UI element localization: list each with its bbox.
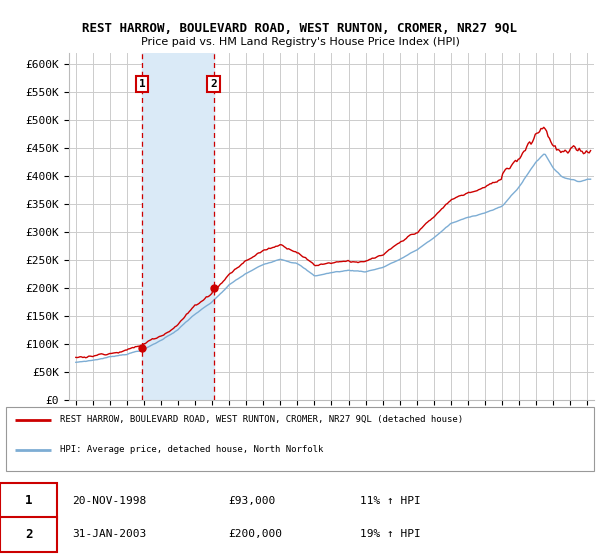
Text: REST HARROW, BOULEVARD ROAD, WEST RUNTON, CROMER, NR27 9QL (detached house): REST HARROW, BOULEVARD ROAD, WEST RUNTON… [60, 415, 463, 424]
FancyBboxPatch shape [0, 483, 57, 519]
Bar [142, 53, 214, 400]
Text: 19% ↑ HPI: 19% ↑ HPI [360, 529, 421, 539]
Text: 2: 2 [210, 79, 217, 89]
Text: £93,000: £93,000 [228, 496, 275, 506]
Text: 1: 1 [25, 494, 32, 507]
FancyBboxPatch shape [6, 407, 594, 470]
Text: £200,000: £200,000 [228, 529, 282, 539]
Text: 1: 1 [139, 79, 145, 89]
Text: REST HARROW, BOULEVARD ROAD, WEST RUNTON, CROMER, NR27 9QL: REST HARROW, BOULEVARD ROAD, WEST RUNTON… [83, 22, 517, 35]
Text: 11% ↑ HPI: 11% ↑ HPI [360, 496, 421, 506]
Text: 20-NOV-1998: 20-NOV-1998 [72, 496, 146, 506]
Text: 2: 2 [25, 528, 32, 541]
Text: HPI: Average price, detached house, North Norfolk: HPI: Average price, detached house, Nort… [60, 445, 323, 454]
Text: 31-JAN-2003: 31-JAN-2003 [72, 529, 146, 539]
Text: Price paid vs. HM Land Registry's House Price Index (HPI): Price paid vs. HM Land Registry's House … [140, 37, 460, 47]
FancyBboxPatch shape [0, 517, 57, 552]
